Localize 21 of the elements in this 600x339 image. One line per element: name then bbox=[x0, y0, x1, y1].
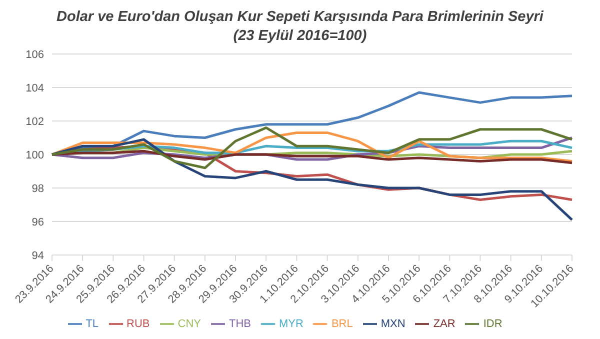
chart-title: Dolar ve Euro'dan Oluşan Kur Sepeti Karşısında Para Brimlerinin Seyri bbox=[56, 8, 545, 27]
legend-label: THB bbox=[229, 318, 252, 330]
legend-label: IDR bbox=[483, 318, 502, 330]
chart-subtitle: (23 Eylül 2016=100) bbox=[232, 27, 368, 46]
legend-label: MXN bbox=[380, 318, 406, 330]
line-series bbox=[50, 131, 574, 162]
legend-label: ZAR bbox=[433, 318, 456, 330]
legend-label: CNY bbox=[178, 318, 202, 330]
y-tick-label: 106 bbox=[26, 48, 44, 61]
y-tick-label: 98 bbox=[32, 182, 44, 195]
legend-label: BRL bbox=[331, 318, 353, 330]
y-tick-label: 94 bbox=[32, 250, 44, 262]
line-series bbox=[50, 126, 574, 170]
legend-label: RUB bbox=[126, 318, 150, 330]
y-tick-label: 102 bbox=[26, 116, 44, 128]
y-tick-label: 96 bbox=[32, 216, 44, 228]
y-tick-label: 104 bbox=[26, 82, 44, 94]
line-series bbox=[50, 138, 574, 222]
legend-label: MYR bbox=[279, 318, 304, 330]
legend-label: TL bbox=[86, 318, 99, 330]
y-tick-label: 100 bbox=[26, 149, 44, 162]
